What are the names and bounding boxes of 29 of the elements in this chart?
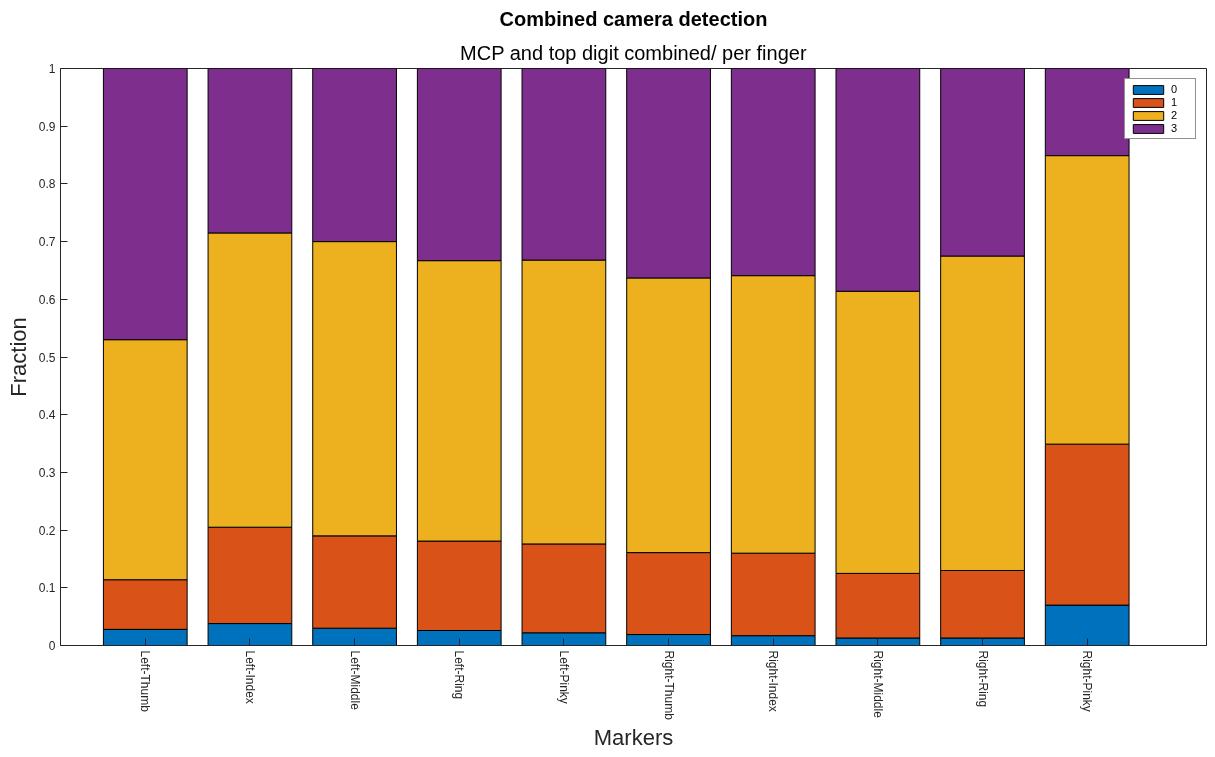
y-tick-label: 1: [48, 62, 56, 76]
y-tick-label: 0.2: [38, 523, 56, 538]
y-tick-label: 0.8: [38, 177, 56, 192]
x-tick-label: Right-Pinky: [1080, 650, 1095, 712]
x-tick-label: Left-Middle: [347, 650, 362, 711]
x-tick-label: Left-Thumb: [138, 650, 153, 713]
y-axis-title: Fraction: [5, 317, 31, 397]
y-tick-label: 0.1: [38, 581, 56, 596]
y-tick-label: 0.3: [38, 465, 56, 480]
y-tick-label: 0.9: [38, 119, 56, 134]
x-tick-label: Left-Ring: [452, 650, 467, 700]
y-tick-label: 0.4: [38, 408, 56, 423]
x-tick-label: Left-Index: [242, 650, 257, 704]
x-tick-label: Left-Pinky: [556, 650, 571, 704]
legend-label: 2: [1171, 109, 1179, 121]
x-tick-label: Right-Thumb: [661, 650, 676, 721]
legend-label: 0: [1171, 83, 1179, 95]
x-tick-label: Right-Middle: [870, 650, 885, 719]
chart-title: Combined camera detection: [499, 7, 768, 30]
y-tick-label: 0.5: [38, 350, 56, 365]
x-tick-label: Right-Index: [766, 650, 781, 712]
legend-label: 1: [1171, 96, 1179, 108]
chart-subtitle: MCP and top digit combined/ per finger: [460, 41, 807, 64]
y-tick-label: 0.6: [38, 292, 56, 307]
x-axis-title: Markers: [593, 724, 674, 750]
y-tick-label: 0.7: [38, 235, 56, 250]
y-tick-label: 0: [48, 639, 56, 653]
legend-label: 3: [1171, 122, 1179, 134]
x-tick-label: Right-Ring: [975, 650, 990, 708]
